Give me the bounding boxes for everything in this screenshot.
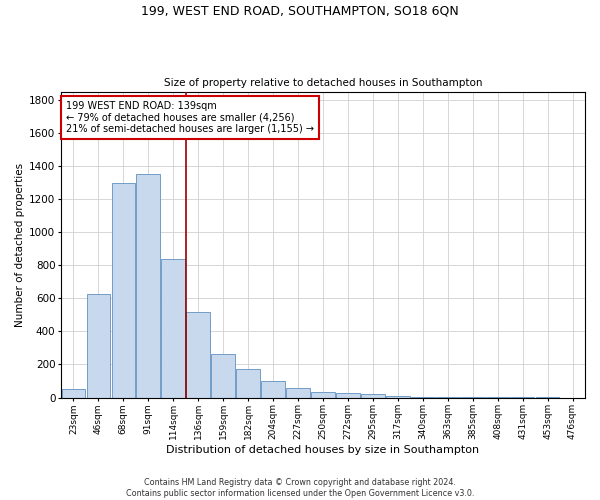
Bar	[86, 294, 110, 398]
Title: Size of property relative to detached houses in Southampton: Size of property relative to detached ho…	[164, 78, 482, 88]
Bar	[311, 392, 335, 398]
Text: 199 WEST END ROAD: 139sqm
← 79% of detached houses are smaller (4,256)
21% of se: 199 WEST END ROAD: 139sqm ← 79% of detac…	[66, 100, 314, 134]
Bar	[386, 396, 410, 398]
Bar	[211, 354, 235, 398]
Bar	[286, 388, 310, 398]
Y-axis label: Number of detached properties: Number of detached properties	[15, 162, 25, 326]
X-axis label: Distribution of detached houses by size in Southampton: Distribution of detached houses by size …	[166, 445, 479, 455]
Bar	[361, 394, 385, 398]
Text: 199, WEST END ROAD, SOUTHAMPTON, SO18 6QN: 199, WEST END ROAD, SOUTHAMPTON, SO18 6Q…	[141, 5, 459, 18]
Text: Contains HM Land Registry data © Crown copyright and database right 2024.
Contai: Contains HM Land Registry data © Crown c…	[126, 478, 474, 498]
Bar	[236, 370, 260, 398]
Bar	[112, 182, 135, 398]
Bar	[336, 392, 360, 398]
Bar	[161, 258, 185, 398]
Bar	[187, 312, 210, 398]
Bar	[411, 397, 434, 398]
Bar	[62, 389, 85, 398]
Bar	[136, 174, 160, 398]
Bar	[261, 381, 285, 398]
